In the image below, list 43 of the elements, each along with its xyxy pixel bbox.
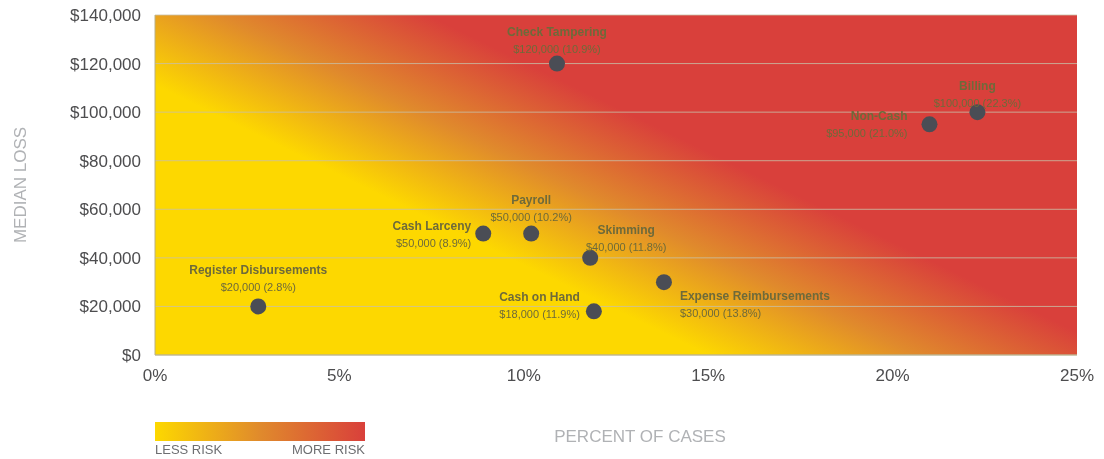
- annotation: Billing: [959, 79, 996, 94]
- point: [585, 303, 602, 320]
- y-axis-title: MEDIAN LOSS: [11, 126, 30, 244]
- y-tick-label: $40,000: [79, 248, 141, 268]
- data-label: $18,000 (11.9%): [499, 308, 580, 321]
- data-label: $120,000 (10.9%): [513, 42, 601, 55]
- text: LESS RISK: [155, 442, 223, 457]
- annotation: Skimming: [597, 222, 655, 237]
- annotation: Cash Larceny: [392, 218, 472, 233]
- annotation: Expense Reimbursements: [679, 289, 831, 304]
- point: [655, 274, 672, 291]
- data-label: $30,000 (13.8%): [679, 307, 762, 320]
- x-tick-label: 0%: [142, 366, 168, 385]
- annotation: Register Disbursements: [189, 263, 328, 278]
- data-label: $50,000 (8.9%): [396, 236, 472, 249]
- annotation: Non-Cash: [850, 109, 908, 124]
- text: MORE RISK: [292, 442, 366, 457]
- point: [250, 298, 267, 315]
- data-label: $40,000 (11.8%): [585, 240, 667, 253]
- x-tick-label: 25%: [1059, 366, 1095, 385]
- x-tick-label: 20%: [875, 366, 910, 385]
- y-tick-label: $80,000: [79, 151, 141, 171]
- x-axis-title: PERCENT OF CASES: [554, 427, 726, 446]
- data-label: $50,000 (10.2%): [490, 210, 572, 223]
- x-tick-label: 15%: [691, 366, 726, 385]
- annotation: Payroll: [511, 192, 552, 207]
- point: [475, 225, 492, 242]
- y-tick-label: $60,000: [79, 200, 141, 220]
- annotation: Cash on Hand: [499, 290, 580, 305]
- y-tick-label: $120,000: [70, 54, 141, 74]
- y-tick-label: $20,000: [79, 297, 141, 317]
- x-tick-label: 5%: [327, 366, 352, 385]
- y-tick-label: $140,000: [70, 5, 141, 25]
- data-label: $95,000 (21.0%): [826, 127, 908, 140]
- y-tick-label: $100,000: [70, 103, 141, 123]
- x-tick-label: 10%: [506, 366, 541, 385]
- point: [548, 55, 565, 72]
- data-label: $100,000 (22.3%): [933, 97, 1022, 110]
- y-tick-label: $0: [122, 345, 141, 365]
- point: [523, 225, 540, 242]
- point: [921, 116, 938, 133]
- annotation: Check Tampering: [507, 24, 607, 39]
- data-label: $20,000 (2.8%): [220, 281, 296, 294]
